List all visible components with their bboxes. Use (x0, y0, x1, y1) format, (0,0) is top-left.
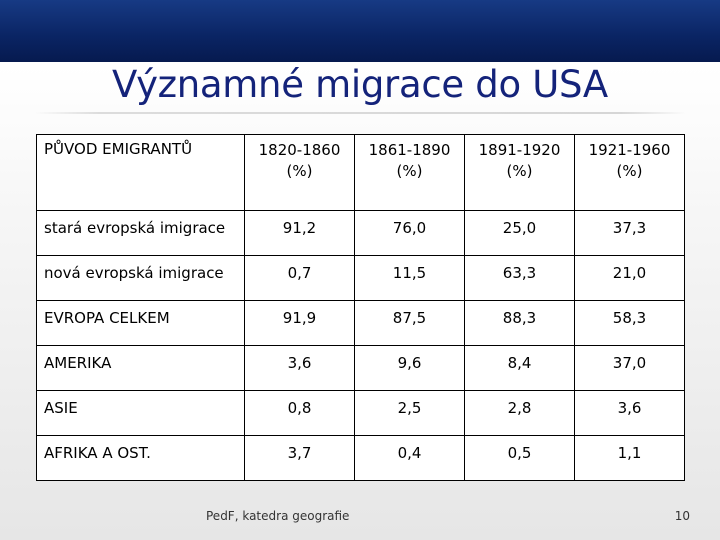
period-years: 1861-1890 (368, 141, 451, 159)
table-cell: 2,8 (464, 390, 575, 436)
row-label: ASIE (36, 390, 245, 436)
header-period-3: 1891-1920 (%) (464, 134, 575, 211)
table-header-row: PŮVOD EMIGRANTŮ 1820-1860 (%) 1861-1890 (%… (36, 134, 685, 211)
table-cell: 91,2 (244, 210, 355, 256)
title-divider (34, 112, 686, 114)
period-years: 1921-1960 (588, 141, 671, 159)
table-cell: 58,3 (574, 300, 685, 346)
row-label: EVROPA CELKEM (36, 300, 245, 346)
row-label: stará evropská imigrace (36, 210, 245, 256)
header-origin: PŮVOD EMIGRANTŮ (36, 134, 245, 211)
table-cell: 0,7 (244, 255, 355, 301)
table-cell: 9,6 (354, 345, 465, 391)
table-row: ASIE 0,8 2,5 2,8 3,6 (36, 390, 685, 436)
row-label: nová evropská imigrace (36, 255, 245, 301)
header-period-4: 1921-1960 (%) (574, 134, 685, 211)
table-row: AMERIKA 3,6 9,6 8,4 37,0 (36, 345, 685, 391)
table-cell: 21,0 (574, 255, 685, 301)
table-cell: 25,0 (464, 210, 575, 256)
table-cell: 8,4 (464, 345, 575, 391)
period-years: 1891-1920 (478, 141, 561, 159)
table-cell: 88,3 (464, 300, 575, 346)
migration-table: PŮVOD EMIGRANTŮ 1820-1860 (%) 1861-1890 (%… (36, 134, 685, 481)
table-cell: 2,5 (354, 390, 465, 436)
header-period-1: 1820-1860 (%) (244, 134, 355, 211)
table-cell: 3,7 (244, 435, 355, 481)
table-cell: 87,5 (354, 300, 465, 346)
footer-text: PedF, katedra geografie (206, 509, 350, 523)
table-cell: 37,0 (574, 345, 685, 391)
period-unit: (%) (396, 162, 423, 180)
period-years: 1820-1860 (258, 141, 341, 159)
table-row: stará evropská imigrace 91,2 76,0 25,0 3… (36, 210, 685, 256)
table-cell: 3,6 (574, 390, 685, 436)
slide-title: Významné migrace do USA (112, 63, 608, 106)
table-row: EVROPA CELKEM 91,9 87,5 88,3 58,3 (36, 300, 685, 346)
table-row: nová evropská imigrace 0,7 11,5 63,3 21,… (36, 255, 685, 301)
table-cell: 3,6 (244, 345, 355, 391)
table-cell: 0,8 (244, 390, 355, 436)
table-cell: 1,1 (574, 435, 685, 481)
page-number: 10 (674, 509, 690, 523)
table-cell: 37,3 (574, 210, 685, 256)
header-bar (0, 0, 720, 62)
table-cell: 91,9 (244, 300, 355, 346)
period-unit: (%) (286, 162, 313, 180)
table-cell: 0,4 (354, 435, 465, 481)
table-cell: 0,5 (464, 435, 575, 481)
table-cell: 11,5 (354, 255, 465, 301)
row-label: AMERIKA (36, 345, 245, 391)
header-period-2: 1861-1890 (%) (354, 134, 465, 211)
period-unit: (%) (616, 162, 643, 180)
row-label: AFRIKA A OST. (36, 435, 245, 481)
table-cell: 63,3 (464, 255, 575, 301)
table-cell: 76,0 (354, 210, 465, 256)
period-unit: (%) (506, 162, 533, 180)
table-row: AFRIKA A OST. 3,7 0,4 0,5 1,1 (36, 435, 685, 481)
